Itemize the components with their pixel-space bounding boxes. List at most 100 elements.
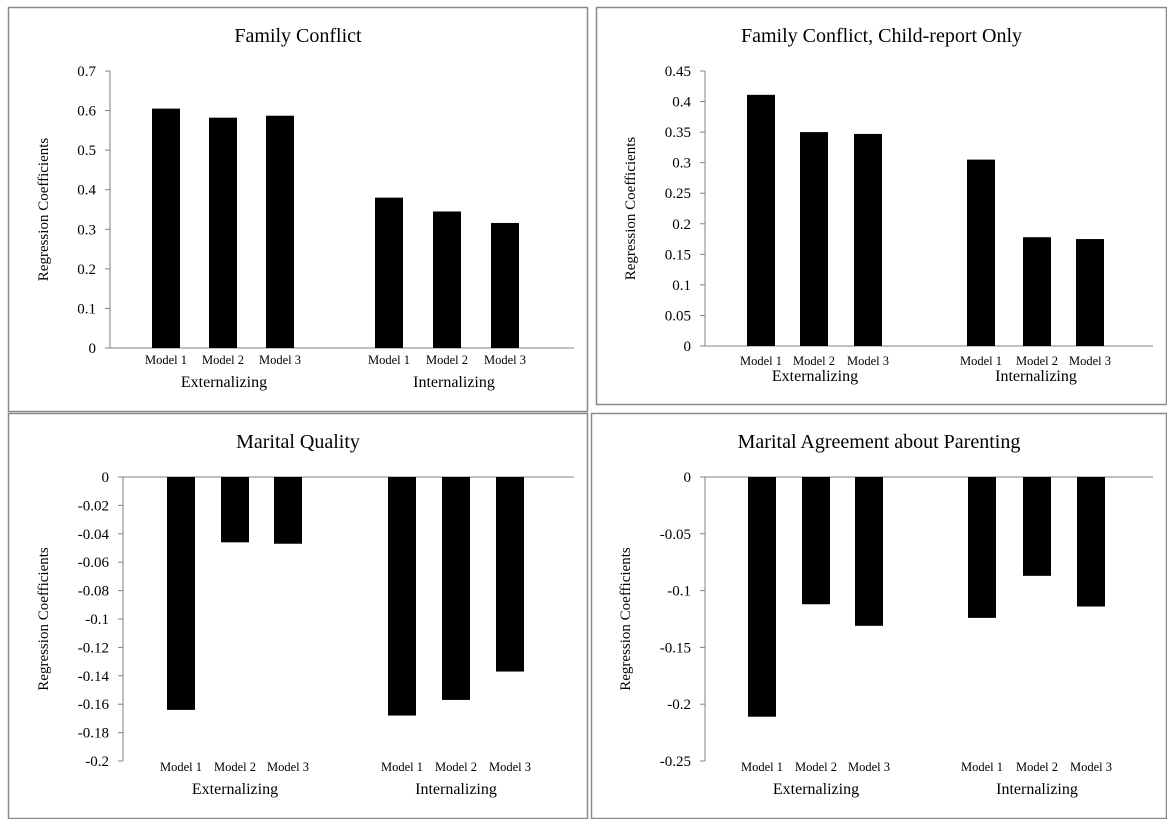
group-label: Internalizing	[413, 374, 495, 391]
y-tick-label: 0.3	[77, 222, 96, 238]
category-label: Model 3	[1069, 354, 1111, 368]
bar-internalizing-model-2	[1023, 477, 1051, 576]
y-axis-label: Regression Coefficients	[36, 547, 52, 691]
y-tick-label: 0	[102, 470, 110, 486]
bar-internalizing-model-3	[496, 477, 524, 672]
y-tick-label: -0.12	[78, 640, 109, 656]
y-tick-label: 0.5	[77, 143, 96, 159]
category-label: Model 2	[1016, 354, 1058, 368]
category-label: Model 1	[741, 760, 783, 774]
bar-externalizing-model-3	[274, 477, 302, 544]
panel-frame	[7, 6, 589, 413]
y-tick-label: 0.7	[77, 64, 96, 80]
y-tick-label: 0.4	[77, 183, 96, 199]
category-label: Model 1	[960, 354, 1002, 368]
category-label: Model 2	[214, 760, 256, 774]
y-tick-label: -0.04	[78, 527, 110, 543]
y-tick-label: 0.3	[672, 156, 691, 172]
category-label: Model 1	[740, 354, 782, 368]
group-label: Externalizing	[773, 781, 859, 798]
chart-panel-4: Marital Agreement about Parenting Regress…	[590, 412, 1167, 819]
bar-internalizing-model-3	[491, 222, 519, 348]
y-axis-label: Regression Coefficients	[618, 547, 634, 691]
y-tick-label: 0.05	[665, 308, 691, 324]
y-tick-label: 0	[684, 339, 692, 355]
y-tick-label: -0.08	[78, 584, 109, 600]
y-tick-label: 0	[89, 341, 97, 357]
bar-externalizing-model-2	[209, 117, 237, 349]
category-label: Model 2	[793, 354, 835, 368]
category-label: Model 3	[259, 353, 301, 367]
category-label: Model 1	[145, 353, 187, 367]
bar-externalizing-model-1	[748, 477, 776, 717]
category-label: Model 3	[848, 760, 890, 774]
y-tick-label: 0.25	[665, 186, 691, 202]
category-label: Model 1	[368, 353, 410, 367]
bar-externalizing-model-2	[802, 477, 830, 605]
category-label: Model 3	[484, 353, 526, 367]
category-label: Model 3	[489, 760, 531, 774]
y-tick-label: -0.1	[667, 584, 691, 600]
category-label: Model 2	[795, 760, 837, 774]
bar-internalizing-model-1	[968, 477, 996, 618]
y-tick-label: -0.1	[85, 612, 109, 628]
y-tick-label: -0.02	[78, 498, 109, 514]
group-label: Internalizing	[996, 781, 1078, 798]
y-tick-label: -0.2	[85, 754, 109, 770]
group-label: Internalizing	[995, 368, 1077, 385]
group-label: Externalizing	[181, 374, 267, 391]
bar-internalizing-model-3	[1077, 477, 1105, 607]
category-label: Model 3	[1070, 760, 1112, 774]
bar-internalizing-model-1	[388, 477, 416, 716]
bar-internalizing-model-3	[1076, 239, 1104, 346]
chart-panel-1: Family Conflict Regression Coefficients 0 0…	[7, 6, 589, 413]
chart-title: Family Conflict, Child-report Only	[741, 25, 1022, 47]
y-tick-label: 0.2	[77, 262, 96, 278]
y-tick-label: -0.14	[78, 669, 110, 685]
bar-externalizing-model-1	[747, 94, 775, 346]
bar-externalizing-model-2	[221, 477, 249, 543]
category-label: Model 2	[426, 353, 468, 367]
y-tick-label: 0.35	[665, 125, 691, 141]
y-tick-label: 0	[684, 470, 692, 486]
bar-externalizing-model-3	[854, 133, 882, 346]
y-tick-label: 0.1	[77, 301, 96, 317]
y-tick-label: 0.6	[77, 104, 96, 120]
bar-externalizing-model-3	[855, 477, 883, 626]
y-tick-label: 0.2	[672, 217, 691, 233]
y-tick-label: -0.15	[660, 640, 691, 656]
category-label: Model 2	[1016, 760, 1058, 774]
bar-externalizing-model-3	[266, 115, 294, 348]
group-label: Internalizing	[415, 781, 497, 798]
chart-title: Family Conflict	[234, 25, 362, 47]
group-label: Externalizing	[772, 368, 858, 385]
category-label: Model 1	[381, 760, 423, 774]
category-label: Model 3	[267, 760, 309, 774]
y-tick-label: -0.16	[78, 697, 110, 713]
category-label: Model 1	[160, 760, 202, 774]
group-label: Externalizing	[192, 781, 278, 798]
y-tick-label: -0.06	[78, 555, 110, 571]
y-tick-label: 0.15	[665, 247, 691, 263]
y-axis-label: Regression Coefficients	[623, 137, 639, 281]
bar-externalizing-model-1	[167, 477, 195, 710]
category-label: Model 2	[202, 353, 244, 367]
y-tick-label: -0.18	[78, 726, 109, 742]
y-tick-label: 0.4	[672, 95, 691, 111]
y-axis-label: Regression Coefficients	[36, 138, 52, 282]
bar-externalizing-model-2	[800, 132, 828, 346]
y-tick-label: -0.2	[667, 697, 691, 713]
y-tick-label: 0.1	[672, 278, 691, 294]
bar-externalizing-model-1	[152, 108, 180, 348]
y-tick-label: 0.45	[665, 64, 691, 80]
bar-internalizing-model-1	[967, 159, 995, 346]
bar-internalizing-model-2	[1023, 237, 1051, 346]
chart-panel-2: Family Conflict, Child-report Only Regres…	[595, 6, 1167, 406]
category-label: Model 2	[435, 760, 477, 774]
chart-panel-3: Marital Quality Regression Coefficients 0 -…	[7, 412, 589, 819]
category-label: Model 1	[961, 760, 1003, 774]
bar-internalizing-model-2	[433, 211, 461, 348]
bar-internalizing-model-2	[442, 477, 470, 700]
category-label: Model 3	[847, 354, 889, 368]
